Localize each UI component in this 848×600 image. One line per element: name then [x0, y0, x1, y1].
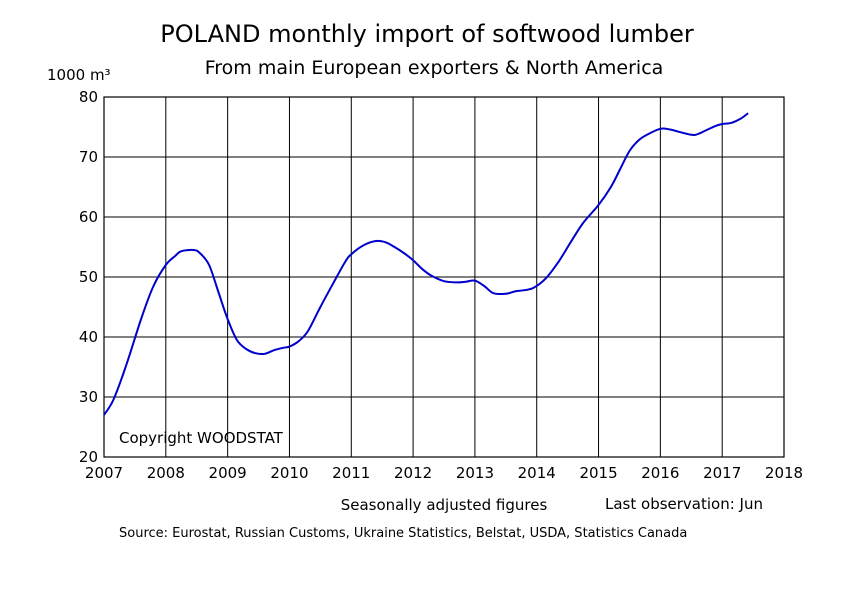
x-tick-label: 2018: [765, 464, 803, 482]
y-tick-label: 30: [79, 388, 98, 406]
import-volume-line: [103, 112, 749, 416]
grid-lines: [104, 97, 784, 457]
y-tick-label: 50: [79, 268, 98, 286]
x-tick-label: 2015: [579, 464, 617, 482]
x-tick-label: 2014: [518, 464, 556, 482]
chart-title: POLAND monthly import of softwood lumber: [160, 20, 694, 48]
y-tick-label: 40: [79, 328, 98, 346]
copyright-note: Copyright WOODSTAT: [119, 429, 284, 447]
plot-frame: [103, 96, 785, 458]
y-tick-label: 60: [79, 208, 98, 226]
y-tick-label: 20: [79, 448, 98, 466]
seasonal-note: Seasonally adjusted figures: [341, 496, 548, 514]
x-tick-label: 2010: [270, 464, 308, 482]
x-tick-label: 2008: [147, 464, 185, 482]
x-tick-label: 2012: [394, 464, 432, 482]
y-tick-label: 80: [79, 88, 98, 106]
x-tick-label: 2011: [332, 464, 370, 482]
x-tick-label: 2013: [456, 464, 494, 482]
last-observation-note: Last observation: Jun: [605, 495, 763, 513]
source-note: Source: Eurostat, Russian Customs, Ukrai…: [119, 526, 687, 541]
x-axis-ticks: 2007 2008 2009 2010 2011 2012 2013 2014 2015 2016…: [85, 464, 803, 482]
x-tick-label: 2007: [85, 464, 123, 482]
y-tick-label: 70: [79, 148, 98, 166]
y-axis-ticks: 20 30 40 50 60 70 80: [79, 88, 98, 466]
x-tick-label: 2009: [209, 464, 247, 482]
chart-subtitle: From main European exporters & North Ame…: [205, 57, 664, 79]
y-axis-unit-label: 1000 m³: [47, 66, 111, 84]
x-tick-label: 2016: [641, 464, 679, 482]
x-tick-label: 2017: [703, 464, 741, 482]
